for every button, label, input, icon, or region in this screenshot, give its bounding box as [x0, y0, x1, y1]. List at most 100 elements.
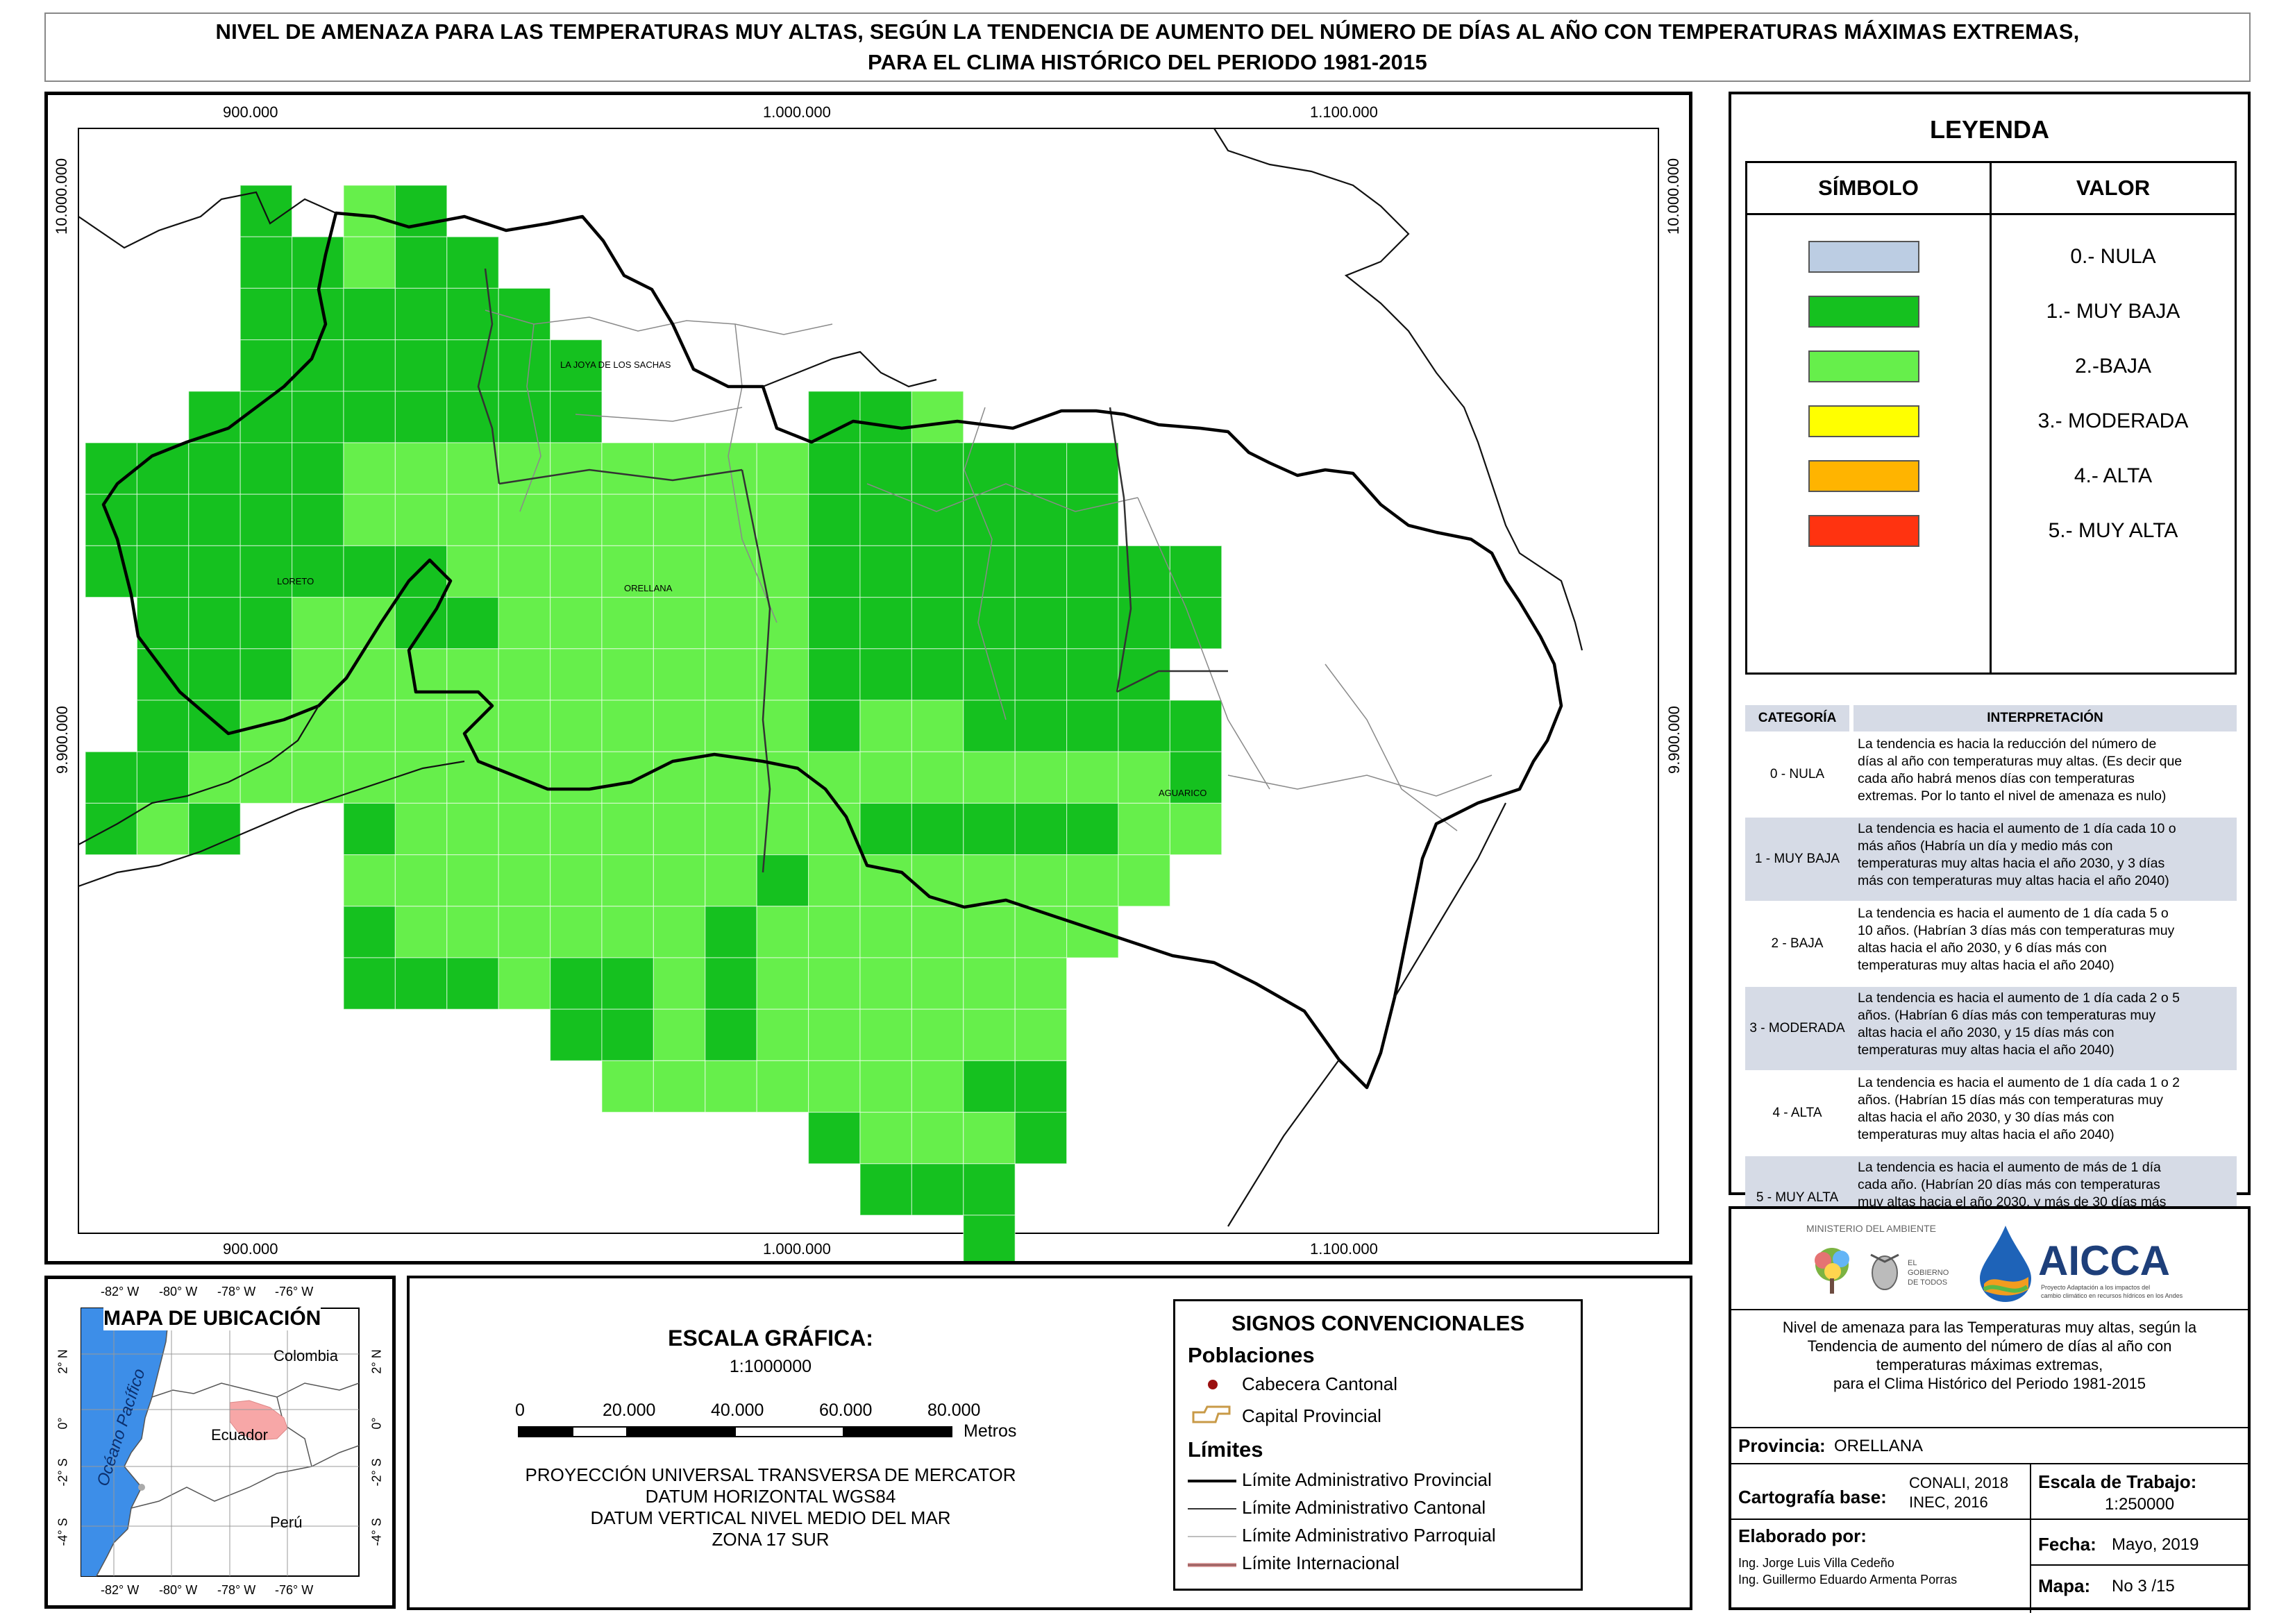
fecha-label: Fecha: [2038, 1534, 2096, 1555]
x-tick-bottom-1000000: 1.000.000 [763, 1240, 831, 1258]
grid-cell [343, 545, 396, 598]
grid-cell [446, 906, 499, 958]
grid-cell [1066, 545, 1119, 598]
grid-cell [963, 700, 1016, 752]
cartografia-label: Cartografía base: [1738, 1487, 1887, 1507]
grid-cell [239, 287, 293, 341]
grid-cell [653, 854, 706, 907]
signs-limites: Límites [1188, 1437, 1263, 1462]
grid-cell [911, 545, 964, 598]
grid-cell [239, 442, 293, 495]
legend-swatch-3 [1808, 405, 1919, 437]
escala-value: 1:250000 [2104, 1495, 2175, 1514]
interp-text-line: La tendencia es hacia la reducción del n… [1858, 736, 2157, 752]
grid-cell [859, 1060, 913, 1113]
interp-row-3: 3 - MODERADA La tendencia es hacia el aum… [1745, 987, 2237, 1070]
legend-label-5: 5.- MUY ALTA [2048, 519, 2178, 542]
grid-cell [343, 906, 396, 958]
grid-cell [705, 957, 757, 1010]
grid-cell [343, 751, 396, 804]
grid-cell [549, 700, 603, 752]
neighbour-boundaries [78, 128, 1583, 1227]
signs-capital: Capital Provincial [1242, 1405, 1381, 1426]
grid-cell [1014, 1060, 1068, 1113]
grid-cell [911, 442, 964, 495]
main-map[interactable]: LA JOYA DE LOS SACHAS LORETO ORELLANA AG… [48, 95, 1689, 1261]
scale-tick-1: 20.000 [603, 1401, 656, 1420]
locator-country-colombia: Colombia [274, 1347, 338, 1364]
elaborado-name-2: Ing. Guillermo Eduardo Armenta Porras [1738, 1573, 1958, 1587]
parish-limit-line-icon [1188, 1536, 1236, 1537]
locator-orellana-highlight [229, 1400, 288, 1441]
legend-label-2: 2.-BAJA [2074, 355, 2152, 378]
grid-cell [498, 906, 551, 958]
y-tick-left-10000000: 10.000.000 [53, 158, 70, 235]
interp-row-1: 1 - MUY BAJA La tendencia es hacia el aum… [1745, 818, 2237, 901]
projection-line4: ZONA 17 SUR [712, 1529, 830, 1550]
projection-line3: DATUM VERTICAL NIVEL MEDIO DEL MAR [590, 1507, 951, 1528]
locator-title: MAPA DE UBICACIÓN [103, 1307, 321, 1330]
grid-cell [343, 957, 396, 1010]
grid-cell [343, 442, 396, 495]
grid-cell [188, 442, 241, 495]
grid-cell [1066, 700, 1119, 752]
grid-cell [1066, 854, 1119, 907]
grid-cell [446, 854, 499, 907]
interp-text-line: altas hacia el año 2030, y 15 días más c… [1858, 1025, 2115, 1040]
grid-cell [498, 700, 551, 752]
grid-cell [859, 391, 913, 443]
interp-text-line: temperaturas muy altas hacia el año 2040… [1858, 958, 2115, 973]
interp-row-4: 4 - ALTA La tendencia es hacia el aumento… [1745, 1072, 2237, 1155]
grid-cell [394, 802, 448, 856]
interp-text-line: temperaturas muy altas hacia el año 2040… [1858, 1042, 2115, 1058]
grid-cell [1118, 648, 1171, 701]
grid-cell [446, 442, 499, 495]
grid-cell [1169, 545, 1222, 598]
grid-cell [653, 545, 706, 598]
international-limit-line-icon [1188, 1563, 1236, 1567]
grid-cell [807, 957, 861, 1010]
grid-cell [1014, 700, 1068, 752]
scale-tick-3: 60.000 [819, 1401, 873, 1420]
locator-lat-tick-0-left: 0° [56, 1417, 70, 1430]
grid-cell [292, 391, 344, 443]
gov-logo-line2: GOBIERNO [1908, 1269, 1949, 1277]
grid-cell [963, 957, 1016, 1010]
grid-cell [446, 391, 499, 443]
y-tick-right-10000000: 10.000.000 [1665, 158, 1682, 235]
grid-cell [498, 493, 551, 547]
grid-cell [911, 1008, 964, 1061]
y-tick-left-9900000: 9.900.000 [53, 706, 71, 774]
grid-cell [239, 545, 293, 598]
grid-cell [136, 493, 190, 547]
grid-cell [653, 648, 706, 701]
grid-cell [394, 854, 448, 907]
grid-cell [859, 751, 913, 804]
grid-cell [446, 545, 499, 598]
grid-cell [601, 854, 655, 907]
grid-cell [394, 957, 448, 1010]
grid-cell [911, 648, 964, 701]
interp-text: La tendencia es hacia el aumento de 1 dí… [1858, 820, 2233, 890]
fecha-value: Mayo, 2019 [2112, 1535, 2199, 1554]
grid-cell [498, 596, 551, 650]
grid-cell [807, 1060, 861, 1113]
interp-text-line: altas hacia el año 2030, y 30 días más c… [1858, 1110, 2115, 1125]
grid-cell [343, 700, 396, 752]
aicca-drop-logo [1980, 1226, 2031, 1302]
map-title-line1: NIVEL DE AMENAZA PARA LAS TEMPERATURAS M… [215, 19, 2080, 44]
grid-cell [394, 751, 448, 804]
grid-cell [756, 957, 809, 1010]
legend-label-0: 0.- NULA [2070, 245, 2156, 268]
grid-cell [394, 391, 448, 443]
grid-cell [911, 1060, 964, 1113]
grid-cell [859, 906, 913, 958]
grid-cell [1014, 906, 1068, 958]
locator-colombia-border [151, 1382, 360, 1398]
grid-cell [807, 1111, 861, 1165]
grid-cell [549, 442, 603, 495]
gov-logo-line3: DE TODOS [1908, 1278, 1948, 1287]
grid-cell [911, 1163, 964, 1216]
grid-cell [549, 957, 603, 1010]
place-label-orellana: ORELLANA [624, 583, 673, 593]
